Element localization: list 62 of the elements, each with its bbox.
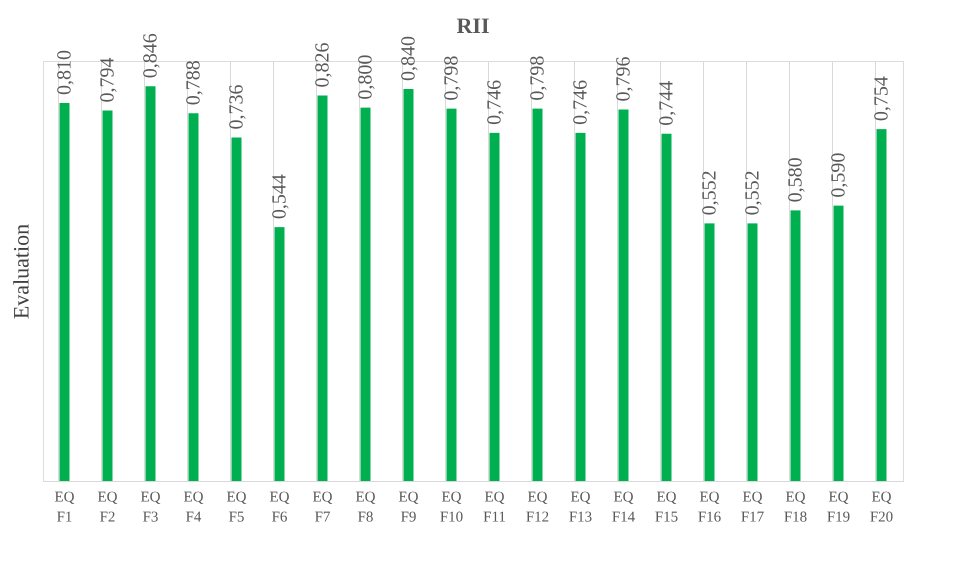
data-label: 0,846 [140, 33, 162, 78]
bar [618, 110, 628, 481]
bar [232, 138, 242, 481]
x-tick-label: EQ F3 [140, 490, 161, 526]
x-tick-label: EQ F8 [356, 490, 376, 526]
x-tick-label: EQ F2 [98, 490, 118, 526]
bar [60, 103, 70, 481]
bar [188, 113, 198, 481]
bar [490, 132, 500, 481]
data-label: 0,794 [96, 57, 118, 102]
x-tick-label: EQ F9 [398, 490, 419, 526]
data-label: 0,552 [742, 170, 764, 216]
y-axis-title: Evaluation [8, 224, 34, 320]
x-tick-label: EQ F5 [226, 490, 247, 526]
x-tick-label: EQ F13 [568, 490, 592, 526]
bar [446, 108, 456, 481]
data-label: 0,826 [312, 42, 334, 88]
bar [662, 134, 672, 481]
chart-title: RII [456, 13, 490, 38]
bar [318, 96, 328, 481]
x-tick-label: EQ F19 [826, 490, 850, 526]
bar [532, 108, 542, 481]
data-label: 0,788 [182, 60, 204, 106]
bar [576, 132, 586, 481]
data-label: 0,544 [268, 174, 290, 220]
bar [834, 206, 844, 481]
data-label: 0,590 [828, 152, 850, 198]
x-tick-label: EQ F16 [698, 490, 722, 526]
data-label: 0,796 [612, 56, 634, 102]
data-label: 0,552 [698, 170, 720, 216]
bar [274, 227, 284, 481]
x-tick-label: EQ F11 [483, 490, 506, 526]
x-tick-label: EQ F10 [440, 490, 464, 526]
data-label: 0,798 [440, 56, 462, 101]
x-tick-label: EQ F12 [526, 490, 550, 526]
bar [748, 223, 758, 481]
data-label: 0,798 [526, 56, 548, 101]
data-label: 0,840 [398, 36, 420, 81]
bar [404, 89, 414, 481]
bar [704, 223, 714, 481]
data-label: 0,746 [484, 80, 506, 125]
bar [360, 108, 370, 481]
data-label: 0,744 [656, 80, 678, 126]
data-label: 0,810 [54, 50, 76, 95]
data-label: 0,800 [354, 54, 376, 100]
x-tick-label: EQ F1 [54, 490, 75, 526]
x-tick-label: EQ F17 [740, 490, 765, 526]
bar [790, 210, 800, 481]
data-label: 0,746 [570, 80, 592, 125]
x-tick-label: EQ F6 [270, 490, 290, 526]
x-tick-label: EQ F15 [654, 490, 678, 526]
x-tick-label: EQ F14 [612, 490, 636, 526]
data-label: 0,754 [870, 76, 892, 122]
bar [102, 110, 112, 481]
bar [146, 86, 156, 481]
bar [876, 129, 886, 481]
x-tick-label: EQ F4 [184, 490, 204, 526]
data-label: 0,580 [784, 157, 806, 202]
x-tick-label: EQ F7 [312, 490, 333, 526]
x-tick-label: EQ F20 [870, 490, 894, 526]
x-tick-label: EQ F18 [784, 490, 808, 526]
data-label: 0,736 [226, 84, 248, 130]
